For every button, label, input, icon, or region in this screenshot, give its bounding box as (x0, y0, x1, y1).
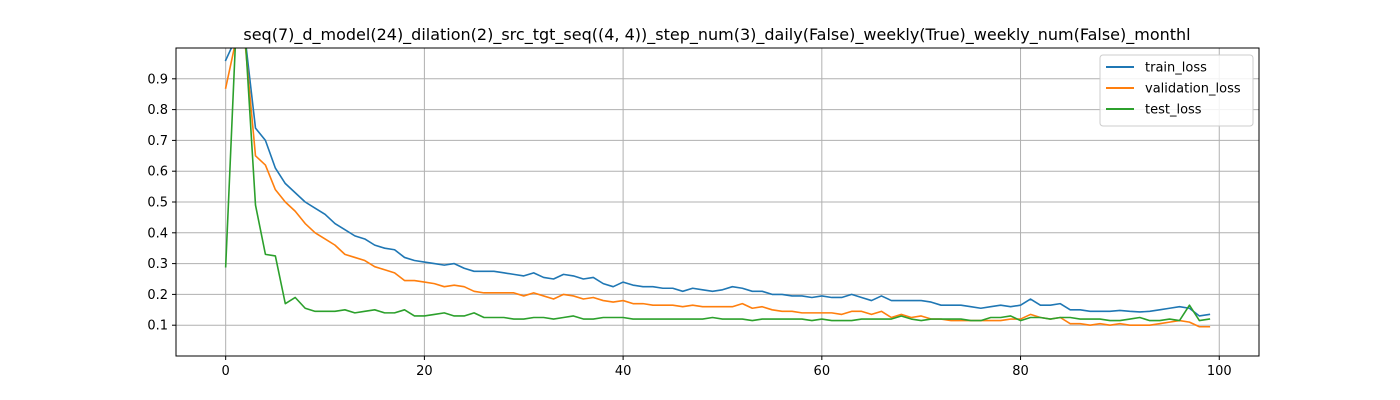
y-tick-label: 0.7 (147, 134, 168, 149)
x-axis-ticks: 0 20 40 60 80 100 (222, 356, 1232, 379)
x-tick-label: 40 (615, 364, 632, 379)
y-tick-label: 0.1 (147, 319, 168, 334)
x-tick-label: 80 (1012, 364, 1029, 379)
x-tick-label: 60 (814, 364, 831, 379)
grid (176, 48, 1259, 356)
y-axis-ticks: 0.1 0.2 0.3 0.4 0.5 0.6 0.7 0.8 0.9 (147, 72, 176, 334)
y-tick-label: 0.8 (147, 103, 168, 118)
y-tick-label: 0.5 (147, 196, 168, 211)
series-line-validation-loss (224, 48, 1211, 328)
y-tick-label: 0.6 (147, 165, 168, 180)
y-tick-label: 0.9 (147, 72, 168, 87)
legend-label: train_loss (1145, 61, 1207, 76)
x-tick-label: 0 (222, 364, 230, 379)
legend: train_loss validation_loss test_loss (1099, 54, 1254, 127)
legend-box (1099, 54, 1254, 127)
legend-label: test_loss (1145, 103, 1202, 118)
y-tick-label: 0.4 (147, 226, 168, 241)
legend-label: validation_loss (1145, 82, 1241, 97)
y-tick-label: 0.3 (147, 257, 168, 272)
x-tick-label: 100 (1207, 364, 1232, 379)
series-line-test-loss (224, 48, 1211, 322)
series-lines (224, 48, 1211, 328)
y-tick-label: 0.2 (147, 288, 168, 303)
x-tick-label: 20 (416, 364, 433, 379)
series-line-train-loss (224, 48, 1211, 317)
chart-title: seq(7)_d_model(24)_dilation(2)_src_tgt_s… (243, 25, 1190, 45)
